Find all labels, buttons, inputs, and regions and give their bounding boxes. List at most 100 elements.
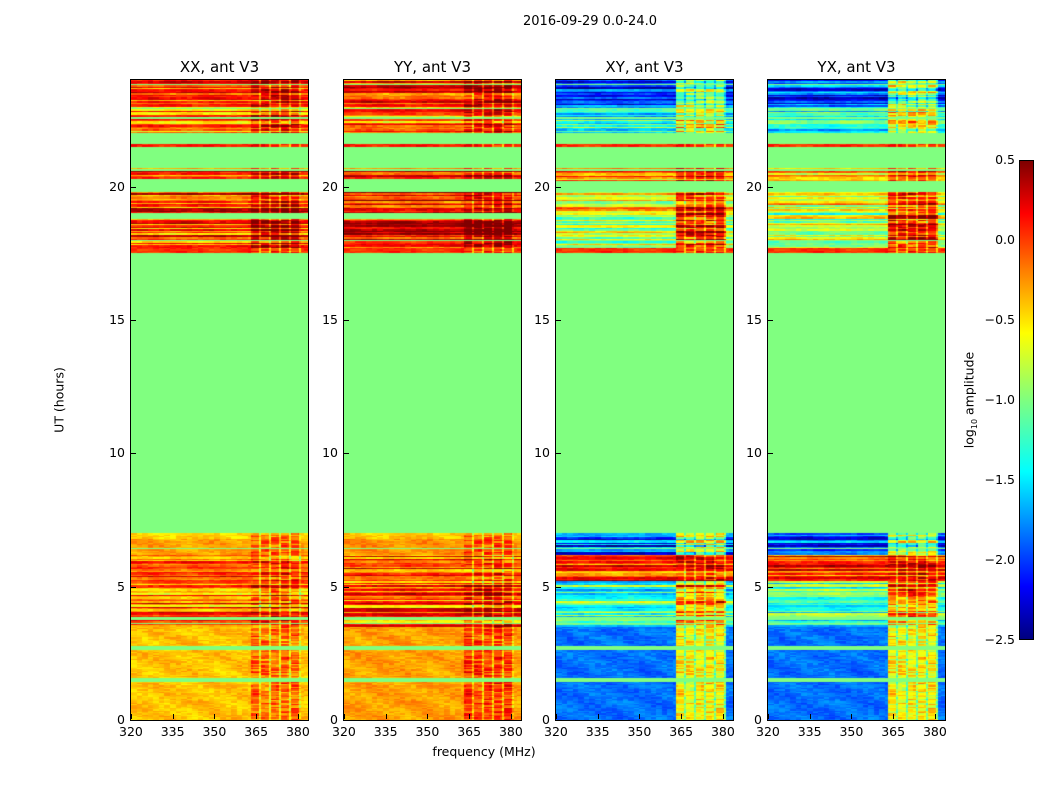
y-tick-label: 15 — [534, 312, 550, 327]
y-tick-label: 10 — [746, 445, 762, 461]
y-tick-mark — [768, 186, 773, 188]
x-tick-mark — [597, 714, 599, 719]
axes-frame — [555, 79, 734, 721]
x-tick-label: 365 — [244, 724, 269, 739]
y-tick-label: 0 — [117, 712, 125, 727]
x-tick-label: 320 — [544, 724, 568, 739]
x-tick-mark — [934, 714, 936, 719]
y-tick-mark — [556, 186, 561, 188]
x-tick-mark — [427, 714, 429, 719]
y-tick-mark — [556, 586, 561, 588]
y-tick-mark — [556, 720, 561, 721]
y-tick-label: 5 — [117, 578, 125, 594]
y-tick-mark — [131, 720, 136, 721]
x-tick-label: 380 — [285, 724, 310, 739]
x-tick-label: 365 — [881, 724, 906, 739]
y-tick-mark — [344, 720, 349, 721]
x-tick-label: 380 — [498, 724, 523, 739]
y-tick-mark — [768, 720, 773, 721]
x-tick-label: 380 — [922, 724, 947, 739]
y-tick-label: 0 — [330, 712, 338, 727]
y-tick-label: 10 — [109, 445, 125, 461]
x-tick-label: 350 — [202, 724, 227, 739]
colorbar-tick-label: −1.5 — [984, 472, 1015, 487]
y-tick-label: 20 — [322, 178, 338, 194]
y-tick-mark — [344, 586, 349, 588]
panel-title: YX, ant V3 — [817, 58, 896, 76]
x-tick-mark — [556, 714, 557, 719]
colorbar-label: log10 amplitude — [961, 351, 979, 449]
x-tick-mark — [385, 714, 387, 719]
x-tick-label: 335 — [373, 724, 398, 739]
x-tick-label: 335 — [585, 724, 610, 739]
y-tick-label: 15 — [109, 312, 125, 327]
x-tick-label: 320 — [756, 724, 780, 739]
x-tick-mark — [809, 714, 811, 719]
x-tick-label: 380 — [710, 724, 735, 739]
panel-title: XX, ant V3 — [179, 58, 260, 76]
y-tick-label: 5 — [754, 578, 762, 594]
y-tick-mark — [556, 320, 561, 321]
axes-frame — [767, 79, 946, 721]
x-tick-mark — [256, 714, 258, 719]
x-tick-mark — [893, 714, 895, 719]
x-tick-label: 350 — [415, 724, 440, 739]
y-tick-label: 10 — [322, 445, 338, 461]
x-tick-mark — [851, 714, 853, 719]
figure-title: 2016-09-29 0.0-24.0 — [523, 14, 657, 29]
y-tick-mark — [556, 453, 561, 455]
y-tick-mark — [768, 320, 773, 321]
x-tick-label: 350 — [627, 724, 652, 739]
x-tick-label: 320 — [332, 724, 356, 739]
x-tick-mark — [469, 714, 471, 719]
y-tick-label: 0 — [754, 712, 762, 727]
y-tick-mark — [131, 453, 136, 455]
panel-title: XY, ant V3 — [605, 58, 684, 76]
x-tick-mark — [297, 714, 299, 719]
y-tick-mark — [131, 586, 136, 588]
x-tick-mark — [172, 714, 174, 719]
y-tick-label: 15 — [322, 312, 338, 327]
heatmap-image — [556, 80, 733, 720]
y-tick-label: 20 — [534, 178, 550, 194]
x-tick-mark — [131, 714, 132, 719]
y-axis-label: UT (hours) — [51, 367, 67, 433]
x-tick-label: 365 — [457, 724, 482, 739]
x-tick-mark — [639, 714, 641, 719]
axes-frame — [130, 79, 309, 721]
heatmap-panel: XX, ant V3 320 335 350 365 380 0 5 10 15 20 — [109, 58, 310, 739]
colorbar-tick-label: 0.0 — [995, 232, 1015, 247]
y-tick-mark — [768, 453, 773, 455]
x-tick-mark — [510, 714, 512, 719]
x-tick-label: 350 — [839, 724, 864, 739]
y-tick-mark — [131, 320, 136, 321]
y-tick-mark — [344, 320, 349, 321]
axes-frame — [343, 79, 522, 721]
x-tick-mark — [681, 714, 683, 719]
colorbar-tick-label: 0.5 — [995, 152, 1015, 167]
heatmap-panel: XY, ant V3 320 335 350 365 380 0 5 10 15 20 — [534, 58, 735, 739]
y-tick-label: 15 — [746, 312, 762, 327]
y-tick-mark — [344, 453, 349, 455]
heatmap-image — [768, 80, 945, 720]
x-tick-label: 335 — [160, 724, 185, 739]
x-tick-mark — [722, 714, 724, 719]
y-tick-label: 5 — [542, 578, 550, 594]
y-tick-label: 20 — [746, 178, 762, 194]
colorbar-tick-label: −0.5 — [984, 312, 1015, 327]
colorbar — [1019, 160, 1034, 640]
colorbar-tick-label: −2.5 — [984, 632, 1015, 647]
x-tick-mark — [214, 714, 216, 719]
y-tick-label: 20 — [109, 178, 125, 194]
colorbar-tick-label: −2.0 — [984, 552, 1015, 567]
y-tick-label: 10 — [534, 445, 550, 461]
panel-title: YY, ant V3 — [393, 58, 471, 76]
x-tick-mark — [344, 714, 345, 719]
y-tick-label: 5 — [330, 578, 338, 594]
x-tick-label: 320 — [119, 724, 143, 739]
y-tick-mark — [768, 586, 773, 588]
x-tick-label: 335 — [797, 724, 822, 739]
x-tick-mark — [768, 714, 769, 719]
y-tick-mark — [131, 186, 136, 188]
